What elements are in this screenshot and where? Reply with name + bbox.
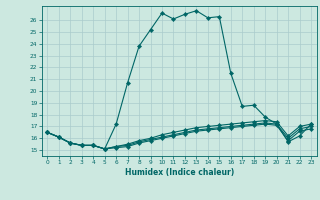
X-axis label: Humidex (Indice chaleur): Humidex (Indice chaleur): [124, 168, 234, 177]
